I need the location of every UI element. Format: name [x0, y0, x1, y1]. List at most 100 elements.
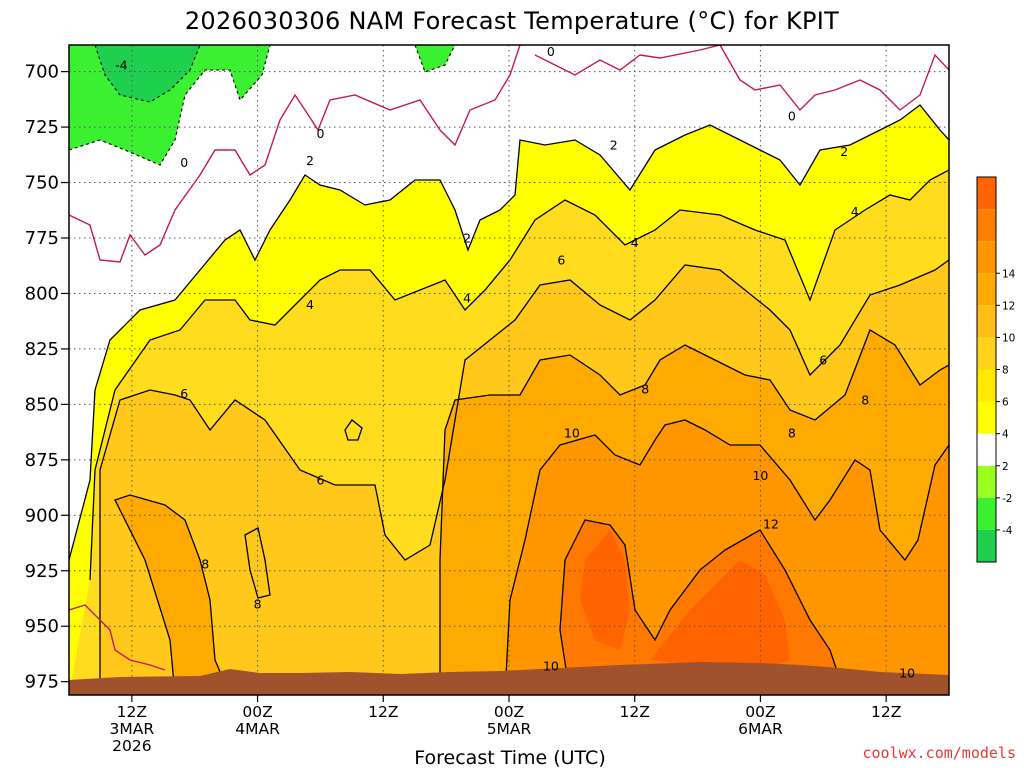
contour-label-text: 10 — [752, 468, 768, 483]
band-fill-14-plus — [580, 530, 790, 670]
contour-label: 10 — [543, 659, 559, 674]
contour-label-text: 10 — [543, 659, 559, 674]
y-tick-label: 900 — [25, 505, 59, 526]
contour-label: 8 — [641, 381, 649, 396]
y-tick-label: 975 — [25, 672, 59, 693]
contour-label-text: 10 — [899, 665, 915, 680]
contour-label: 0 — [316, 126, 324, 141]
x-tick-label: 5MAR — [487, 720, 532, 738]
colorbar-swatch — [977, 497, 996, 530]
x-tick-label: 00Z — [494, 703, 524, 721]
x-tick-label: 00Z — [745, 703, 775, 721]
y-tick-label: 725 — [25, 117, 59, 138]
x-tick-label: 4MAR — [235, 720, 280, 738]
contour-6 — [99, 259, 949, 695]
contour-label-text: 8 — [861, 392, 869, 407]
colorbar-tick-label: 4 — [1002, 429, 1009, 441]
colorbar-tick-label: 2 — [1002, 461, 1009, 473]
contour-minus-4 — [94, 45, 201, 103]
contour-label: 8 — [861, 392, 869, 407]
contour-label-text: 8 — [641, 381, 649, 396]
contour-label-text: 2 — [306, 153, 314, 168]
contour-label-text: -4 — [115, 57, 128, 72]
credit-text: coolwx.com/models — [862, 744, 1016, 762]
colorbar-swatch — [977, 401, 996, 434]
contour-minus-2-right — [414, 45, 456, 73]
contour-label: 0 — [788, 108, 796, 123]
x-tick-label: 6MAR — [738, 720, 783, 738]
contour-label-text: 0 — [788, 108, 796, 123]
contour-label: 4 — [306, 297, 314, 312]
contour-label-text: 6 — [180, 386, 188, 401]
contour-label: 6 — [819, 353, 827, 368]
contour-label-text: 12 — [763, 517, 779, 532]
contour-label: 2 — [610, 137, 618, 152]
contour-label-text: 6 — [819, 353, 827, 368]
contour-label-text: 2 — [463, 231, 471, 246]
contour-label-text: 4 — [851, 204, 859, 219]
x-tick-label: 12Z — [117, 703, 147, 721]
contour-label: 2 — [463, 231, 471, 246]
contour-label: 4 — [851, 204, 859, 219]
contour-label: 12 — [763, 517, 779, 532]
contour-8-island — [244, 527, 271, 599]
contour-6-island — [344, 419, 363, 441]
contour-8-right — [439, 329, 949, 695]
chart-title: 2026030306 NAM Forecast Temperature (°C)… — [185, 7, 839, 35]
contour-label-text: 8 — [201, 557, 209, 572]
contour-label-text: 0 — [180, 155, 188, 170]
contour-label: 6 — [316, 472, 324, 487]
colorbar-swatch — [977, 209, 996, 242]
colorbar-swatch — [977, 241, 996, 274]
contour-label-text: 2 — [840, 144, 848, 159]
freezing-contours — [69, 45, 949, 671]
colorbar-swatch — [977, 465, 996, 498]
y-tick-label: 950 — [25, 616, 59, 637]
colorbar-tick-label: -4 — [1002, 525, 1013, 537]
contour-label: 10 — [752, 468, 768, 483]
contour-label: 6 — [557, 253, 565, 268]
y-tick-label: 825 — [25, 339, 59, 360]
contour-label-text: 8 — [788, 426, 796, 441]
x-tick-label: 12Z — [368, 703, 398, 721]
contour-label-text: 2 — [610, 137, 618, 152]
y-tick-label: 775 — [25, 228, 59, 249]
y-tick-label: 875 — [25, 450, 59, 471]
contour-label-text: 8 — [254, 597, 262, 612]
grid-lines — [69, 45, 949, 695]
contour-2 — [69, 104, 949, 561]
contour-label: 10 — [899, 665, 915, 680]
contour-12 — [559, 519, 846, 695]
terrain-ground — [69, 662, 949, 695]
colorbar-tick-label: 14 — [1002, 268, 1016, 280]
colorbar-swatch — [977, 177, 996, 210]
contour-label: -4 — [115, 57, 128, 72]
contour-label-text: 10 — [564, 426, 580, 441]
colorbar-swatch — [977, 529, 996, 562]
contour-0-left — [69, 45, 521, 263]
colorbar-tick-label: -2 — [1002, 493, 1012, 505]
contour-label: 4 — [631, 235, 639, 250]
contour-lines — [69, 104, 949, 695]
contour-label-text: 0 — [547, 44, 555, 59]
contour-label: 0 — [180, 155, 188, 170]
contour-label: 8 — [201, 557, 209, 572]
x-tick-label: 00Z — [242, 703, 272, 721]
x-tick-label: 12Z — [620, 703, 650, 721]
contour-label-text: 4 — [631, 235, 639, 250]
colorbar-swatch — [977, 273, 996, 306]
contour-0-lower — [69, 604, 166, 671]
negative-contours — [69, 45, 456, 166]
contour-label: 6 — [180, 386, 188, 401]
y-tick-label: 925 — [25, 561, 59, 582]
contour-label: 2 — [306, 153, 314, 168]
contour-label: 2 — [840, 144, 848, 159]
y-axis: 700 725 750 775 800 825 850 875 900 925 950 975 — [25, 62, 69, 693]
colorbar-tick-label: 8 — [1002, 365, 1009, 377]
contour-label: 10 — [564, 426, 580, 441]
contour-8-left — [114, 494, 231, 695]
colorbar-swatch — [977, 369, 996, 402]
band-fill-minus-4-to-minus-6 — [95, 45, 200, 102]
y-tick-label: 750 — [25, 173, 59, 194]
